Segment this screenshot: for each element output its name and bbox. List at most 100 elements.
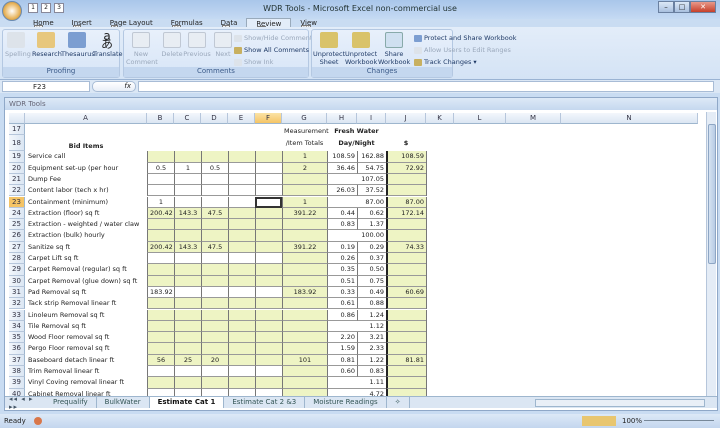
cell-F38[interactable]: [255, 366, 282, 378]
cell-E29[interactable]: [228, 264, 255, 276]
sheet-tab-bulkwater[interactable]: BulkWater: [97, 397, 150, 408]
cell-B37[interactable]: 56: [147, 354, 174, 366]
cell-E31[interactable]: [228, 286, 255, 299]
minimize-button[interactable]: –: [658, 1, 674, 13]
cell-H22[interactable]: 26.03: [327, 185, 357, 197]
cell-G39[interactable]: [282, 377, 327, 389]
cell-E38[interactable]: [228, 366, 255, 378]
cell-H23[interactable]: [327, 196, 357, 208]
zoom-slider[interactable]: [644, 420, 714, 421]
cell-I25[interactable]: 1.37: [357, 219, 386, 231]
cell-E19[interactable]: [228, 151, 255, 163]
cell-I27[interactable]: 0.29: [357, 241, 386, 253]
row-header-35[interactable]: 35: [9, 332, 25, 344]
spelling-button[interactable]: Spelling: [5, 32, 31, 58]
unprotect-workbook-button[interactable]: Unprotect Workbook: [345, 32, 377, 66]
save-icon[interactable]: 1: [28, 3, 38, 13]
zoom-level[interactable]: 100%: [622, 417, 643, 425]
cell-D30[interactable]: [201, 275, 228, 287]
cell-G29[interactable]: [282, 264, 327, 276]
cell-B32[interactable]: [147, 298, 174, 310]
cell-A24[interactable]: Extraction (floor) sq ft: [28, 208, 100, 217]
sheet-tab-estimate-cat-1[interactable]: Estimate Cat 1: [149, 397, 225, 408]
cell-H27[interactable]: 0.19: [327, 241, 357, 253]
cell-G20[interactable]: 2: [282, 162, 327, 174]
cell-J38[interactable]: [386, 366, 426, 378]
cell-E23[interactable]: [228, 196, 255, 208]
cell-E30[interactable]: [228, 275, 255, 287]
cell-I37[interactable]: 1.22: [357, 354, 386, 366]
column-header-B[interactable]: B: [147, 113, 174, 124]
cell-A21[interactable]: Dump Fee: [28, 174, 62, 183]
cell-I31[interactable]: 0.49: [357, 286, 386, 299]
cell-B40[interactable]: [147, 388, 174, 396]
column-header-K[interactable]: K: [426, 113, 454, 124]
cell-F40[interactable]: [255, 388, 282, 396]
cell-D37[interactable]: 20: [201, 354, 228, 366]
row-header-30[interactable]: 30: [9, 275, 25, 287]
macro-record-icon[interactable]: [34, 417, 42, 425]
cell-H33[interactable]: 0.86: [327, 309, 357, 321]
cell-C26[interactable]: [174, 230, 201, 242]
cell-C36[interactable]: [174, 343, 201, 355]
cell-D35[interactable]: [201, 332, 228, 344]
row-header-21[interactable]: 21: [9, 173, 25, 186]
cell-H26[interactable]: [327, 230, 357, 242]
unprotect-sheet-button[interactable]: Unprotect Sheet: [313, 32, 345, 66]
column-header-M[interactable]: M: [506, 113, 561, 124]
cell-H39[interactable]: [327, 377, 357, 389]
cell-C24[interactable]: 143.3: [174, 207, 201, 220]
cell-C34[interactable]: [174, 320, 201, 333]
cell-J40[interactable]: [386, 388, 426, 396]
cell-H32[interactable]: 0.61: [327, 298, 357, 310]
cell-B29[interactable]: [147, 264, 174, 276]
cell-F33[interactable]: [255, 309, 282, 321]
cell-C23[interactable]: [174, 196, 201, 208]
row-header-31[interactable]: 31: [9, 286, 25, 299]
sheet-nav-buttons[interactable]: ◂◂ ◂ ▸ ▸▸: [9, 394, 34, 411]
column-header-J[interactable]: J: [386, 113, 426, 124]
cell-J21[interactable]: [386, 173, 426, 186]
cell-H28[interactable]: 0.26: [327, 253, 357, 265]
thesaurus-button[interactable]: Thesaurus: [61, 32, 95, 58]
cell-G27[interactable]: 391.22: [282, 241, 327, 253]
scroll-thumb[interactable]: [708, 124, 716, 264]
cell-C30[interactable]: [174, 275, 201, 287]
cell-I26[interactable]: 100.00: [357, 230, 386, 242]
cell-G31[interactable]: 183.92: [282, 286, 327, 299]
cell-C39[interactable]: [174, 377, 201, 389]
row-header-39[interactable]: 39: [9, 377, 25, 389]
cell-G37[interactable]: 101: [282, 354, 327, 366]
cell-B31[interactable]: 183.92: [147, 286, 174, 299]
row-header-40[interactable]: 40: [9, 388, 25, 396]
cell-J23[interactable]: 87.00: [386, 196, 426, 208]
cell-E24[interactable]: [228, 207, 255, 220]
show-ink-button[interactable]: Show Ink: [234, 58, 273, 66]
column-header-G[interactable]: G: [282, 113, 327, 124]
cell-G22[interactable]: [282, 185, 327, 197]
cell-I32[interactable]: 0.88: [357, 298, 386, 310]
cell-C22[interactable]: [174, 185, 201, 197]
cell-J20[interactable]: 72.92: [386, 162, 426, 174]
protect-share-button[interactable]: Protect and Share Workbook: [414, 34, 516, 42]
cell-H21[interactable]: [327, 173, 357, 186]
cell-F26[interactable]: [255, 230, 282, 242]
cell-C32[interactable]: [174, 298, 201, 310]
cell-B23[interactable]: 1: [147, 196, 174, 208]
row-header-19[interactable]: 19: [9, 151, 25, 163]
cell-J31[interactable]: 60.69: [386, 286, 426, 299]
column-header-H[interactable]: H: [327, 113, 357, 124]
row-header-24[interactable]: 24: [9, 207, 25, 220]
cell-D40[interactable]: [201, 388, 228, 396]
cell-F31[interactable]: [255, 286, 282, 299]
cell-F20[interactable]: [255, 162, 282, 174]
cell-I30[interactable]: 0.75: [357, 275, 386, 287]
column-header-D[interactable]: D: [201, 113, 228, 124]
cell-A23[interactable]: Containment (minimum): [28, 197, 109, 206]
row-header-22[interactable]: 22: [9, 185, 25, 197]
cell-C33[interactable]: [174, 309, 201, 321]
translate-button[interactable]: aあ Translate: [93, 30, 123, 58]
cell-J36[interactable]: [386, 343, 426, 355]
cell-J33[interactable]: [386, 309, 426, 321]
cell-E21[interactable]: [228, 173, 255, 186]
